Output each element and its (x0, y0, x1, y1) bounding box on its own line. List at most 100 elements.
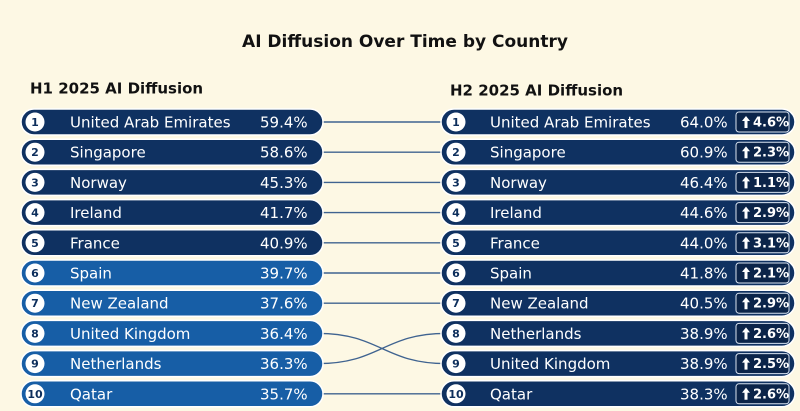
rank-badge (446, 354, 466, 374)
rank-badge (25, 172, 45, 192)
value: 44.6% (680, 204, 728, 222)
rank-badge (446, 293, 466, 313)
change: 1.1% (753, 176, 789, 191)
rank: 5 (31, 237, 39, 250)
country: Spain (70, 265, 112, 283)
row-pill (440, 229, 796, 257)
row-pill (20, 319, 324, 348)
country: Norway (70, 174, 127, 192)
row-pill (440, 289, 796, 317)
rank: 1 (31, 116, 39, 129)
value: 41.7% (260, 204, 308, 222)
rank-badge (25, 112, 45, 132)
row-pill (20, 198, 324, 227)
value: 39.7% (260, 265, 308, 283)
rank-badge (25, 263, 45, 283)
row-pill (440, 138, 796, 166)
country: Netherlands (70, 355, 162, 373)
row-pill (440, 319, 796, 348)
change: 2.6% (753, 327, 789, 342)
value: 59.4% (260, 114, 308, 132)
row-pill (20, 259, 324, 287)
change-box (735, 111, 790, 133)
rank: 6 (452, 267, 460, 280)
rank: 1 (452, 116, 460, 129)
row-pill (20, 229, 324, 257)
change-box (735, 262, 790, 284)
change-box (735, 232, 790, 254)
value: 46.4% (680, 174, 728, 192)
country: New Zealand (70, 295, 169, 313)
row-pill (20, 138, 324, 166)
value: 45.3% (260, 174, 308, 192)
rank: 5 (452, 237, 460, 250)
rank-badge (25, 354, 45, 374)
rank: 9 (452, 358, 460, 371)
country: Ireland (70, 204, 122, 222)
change: 3.1% (753, 236, 789, 251)
row-pill (440, 168, 796, 197)
rank-badge (446, 263, 466, 283)
value: 40.5% (680, 295, 728, 313)
rank: 3 (31, 176, 39, 189)
change-box (735, 353, 790, 375)
country: United Kingdom (490, 355, 610, 373)
rank-badge (446, 172, 466, 192)
change: 2.5% (753, 357, 789, 372)
up-arrow (742, 206, 750, 219)
change: 2.3% (753, 146, 789, 161)
change: 4.6% (753, 116, 789, 131)
change-box (735, 171, 790, 193)
rank-badge (446, 323, 466, 343)
value: 38.3% (680, 385, 728, 403)
rank: 10 (27, 388, 43, 401)
row-pill (440, 380, 796, 408)
connector (317, 332, 447, 365)
row-pill (440, 349, 796, 378)
country: Qatar (70, 385, 113, 403)
value: 37.6% (260, 295, 308, 313)
value: 64.0% (680, 114, 728, 132)
country: Singapore (70, 144, 146, 162)
country: Norway (490, 174, 547, 192)
up-arrow (742, 387, 750, 400)
up-arrow (742, 357, 750, 370)
rank: 8 (452, 327, 460, 340)
rank: 8 (31, 327, 39, 340)
value: 36.4% (260, 325, 308, 343)
rank-badge (25, 293, 45, 313)
change: 2.6% (753, 387, 789, 402)
change-box (735, 292, 790, 314)
rank-badge (25, 142, 45, 162)
change: 2.9% (753, 206, 789, 221)
rank-badge (25, 233, 45, 253)
row-pill (20, 380, 324, 408)
rank-badge (446, 203, 466, 223)
rank: 10 (448, 388, 464, 401)
up-arrow (742, 267, 750, 279)
up-arrow (742, 236, 750, 249)
rank-badge (25, 323, 45, 343)
h2-heading: H2 2025 AI Diffusion (450, 82, 623, 100)
up-arrow (742, 146, 750, 159)
rank-badge (446, 142, 466, 162)
row-pill (20, 349, 324, 378)
rank: 6 (31, 267, 39, 280)
row-pill (440, 259, 796, 287)
title: AI Diffusion Over Time by Country (242, 32, 568, 52)
change-box (735, 202, 790, 224)
value: 40.9% (260, 234, 308, 252)
country: New Zealand (490, 295, 589, 313)
value: 38.9% (680, 325, 728, 343)
change: 2.9% (753, 297, 789, 312)
h1-heading: H1 2025 AI Diffusion (30, 80, 203, 98)
rank: 4 (452, 207, 460, 220)
country: Singapore (490, 144, 566, 162)
country: United Arab Emirates (70, 114, 231, 132)
rank: 4 (31, 207, 39, 220)
rank: 3 (452, 176, 460, 189)
country: France (70, 234, 120, 252)
rank: 9 (31, 358, 39, 371)
value: 58.6% (260, 144, 308, 162)
